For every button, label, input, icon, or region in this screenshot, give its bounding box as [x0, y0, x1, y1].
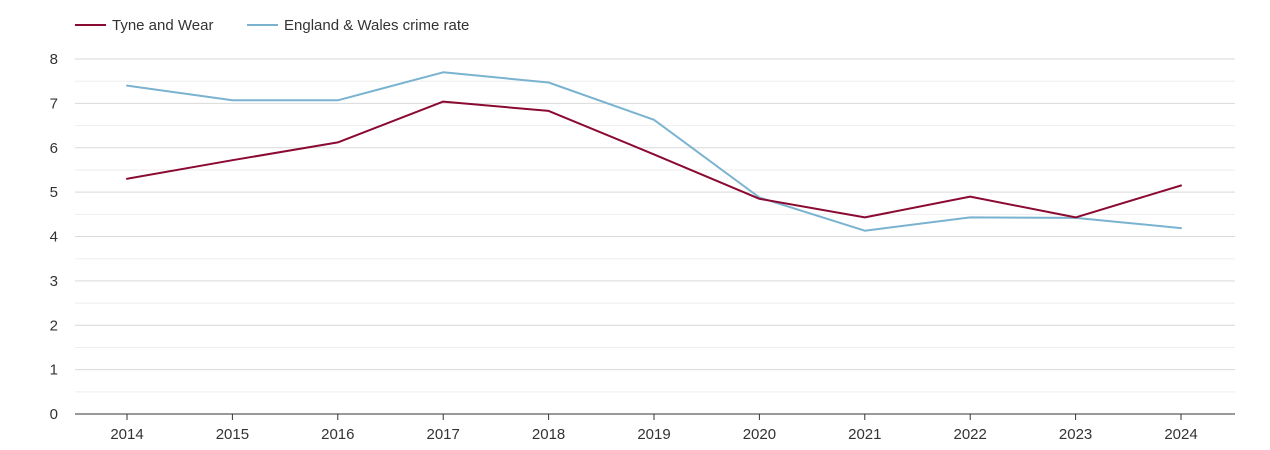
y-tick-label: 0: [50, 406, 58, 423]
y-tick-label: 3: [50, 273, 58, 290]
y-axis: 0 1 2 3 4 5 6 7 8: [50, 51, 58, 423]
y-tick-label: 2: [50, 317, 58, 334]
x-tick-label: 2015: [216, 426, 249, 443]
legend: Tyne and Wear England & Wales crime rate: [75, 17, 469, 34]
x-axis: 2014 2015 2016 2017 2018 2019 2020 2021 2022 2023…: [75, 413, 1235, 443]
series-line-1: [126, 71, 1182, 232]
x-tick-label: 2019: [637, 426, 670, 443]
gridlines: [75, 58, 1235, 393]
y-tick-label: 8: [50, 51, 58, 68]
y-tick-label: 5: [50, 184, 58, 201]
series-line-0: [126, 100, 1182, 219]
y-tick-label: 6: [50, 140, 58, 157]
legend-item-0[interactable]: Tyne and Wear: [75, 17, 213, 34]
y-tick-label: 7: [50, 95, 58, 112]
series-group: [126, 71, 1182, 232]
x-tick-label: 2024: [1164, 426, 1197, 443]
legend-label: Tyne and Wear: [112, 17, 213, 34]
x-tick-label: 2022: [954, 426, 987, 443]
x-tick-label: 2017: [427, 426, 460, 443]
y-tick-label: 4: [50, 229, 58, 246]
x-tick-label: 2016: [321, 426, 354, 443]
x-tick-label: 2014: [110, 426, 143, 443]
legend-item-1[interactable]: England & Wales crime rate: [247, 17, 469, 34]
legend-label: England & Wales crime rate: [284, 17, 469, 34]
x-tick-label: 2018: [532, 426, 565, 443]
x-tick-label: 2023: [1059, 426, 1092, 443]
x-tick-label: 2020: [743, 426, 776, 443]
x-tick-label: 2021: [848, 426, 881, 443]
y-tick-label: 1: [50, 362, 58, 379]
